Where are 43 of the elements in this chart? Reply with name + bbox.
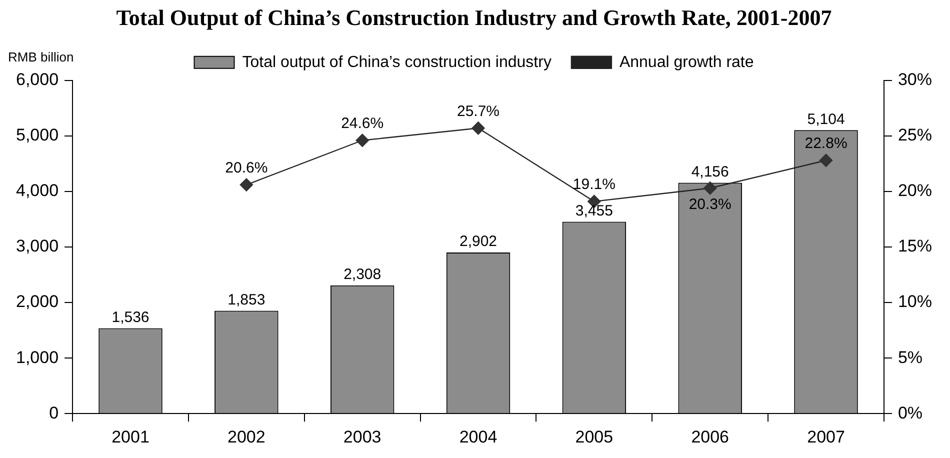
y2-tick-label: 15% — [898, 236, 932, 256]
x-tick-label: 2004 — [459, 427, 498, 446]
point — [703, 182, 717, 195]
y2-tick-label: 5% — [898, 348, 923, 367]
data-label: 4,156 — [691, 163, 729, 180]
data-label: 19.1% — [572, 176, 616, 194]
y-tick-label: 1,000 — [16, 348, 59, 367]
x-tick-label: 2003 — [343, 427, 382, 446]
y-axis-title: RMB billion — [8, 49, 74, 64]
data-label: 2,902 — [459, 233, 498, 250]
y-tick-label: 3,000 — [16, 236, 59, 256]
data-label: 22.8% — [804, 135, 848, 152]
data-label: 24.6% — [341, 115, 384, 132]
point — [356, 134, 369, 147]
x-tick-label: 2007 — [807, 427, 845, 446]
point — [472, 122, 485, 135]
y-tick-label: 0 — [49, 403, 59, 422]
x-tick-label: 2002 — [228, 427, 266, 446]
data-label: 25.7% — [456, 102, 500, 120]
y2-tick-label: 20% — [898, 181, 932, 200]
y2-tick-label: 0% — [898, 403, 923, 422]
y-tick-label: 4,000 — [16, 181, 59, 200]
y2-tick-label: 10% — [898, 292, 932, 312]
y-tick-label: 2,000 — [16, 292, 59, 312]
y2-tick-label: 25% — [898, 126, 932, 145]
y-tick-label: 6,000 — [16, 70, 59, 90]
data-label: 2,308 — [344, 266, 382, 284]
chart-title: Total Output of China’s Construction Industry and Growth Rate, 2001-2007 — [116, 4, 832, 30]
data-label: 5,104 — [807, 110, 845, 128]
x-tick-label: 2005 — [575, 427, 614, 446]
y-tick-label: 5,000 — [16, 126, 59, 145]
x-tick-label: 2006 — [691, 427, 730, 446]
data-label: 1,536 — [112, 308, 150, 326]
point — [240, 178, 254, 192]
legend-label: Annual growth rate — [619, 54, 754, 71]
data-label: 1,853 — [228, 291, 266, 308]
point — [819, 154, 833, 167]
legend-label: Total output of China’s construction industry — [242, 54, 552, 71]
x-tick-label: 2001 — [112, 427, 150, 446]
data-label: 20.6% — [225, 159, 268, 176]
y2-tick-label: 30% — [898, 70, 932, 90]
data-label: 3,455 — [575, 202, 613, 220]
data-label: 20.3% — [688, 196, 732, 213]
